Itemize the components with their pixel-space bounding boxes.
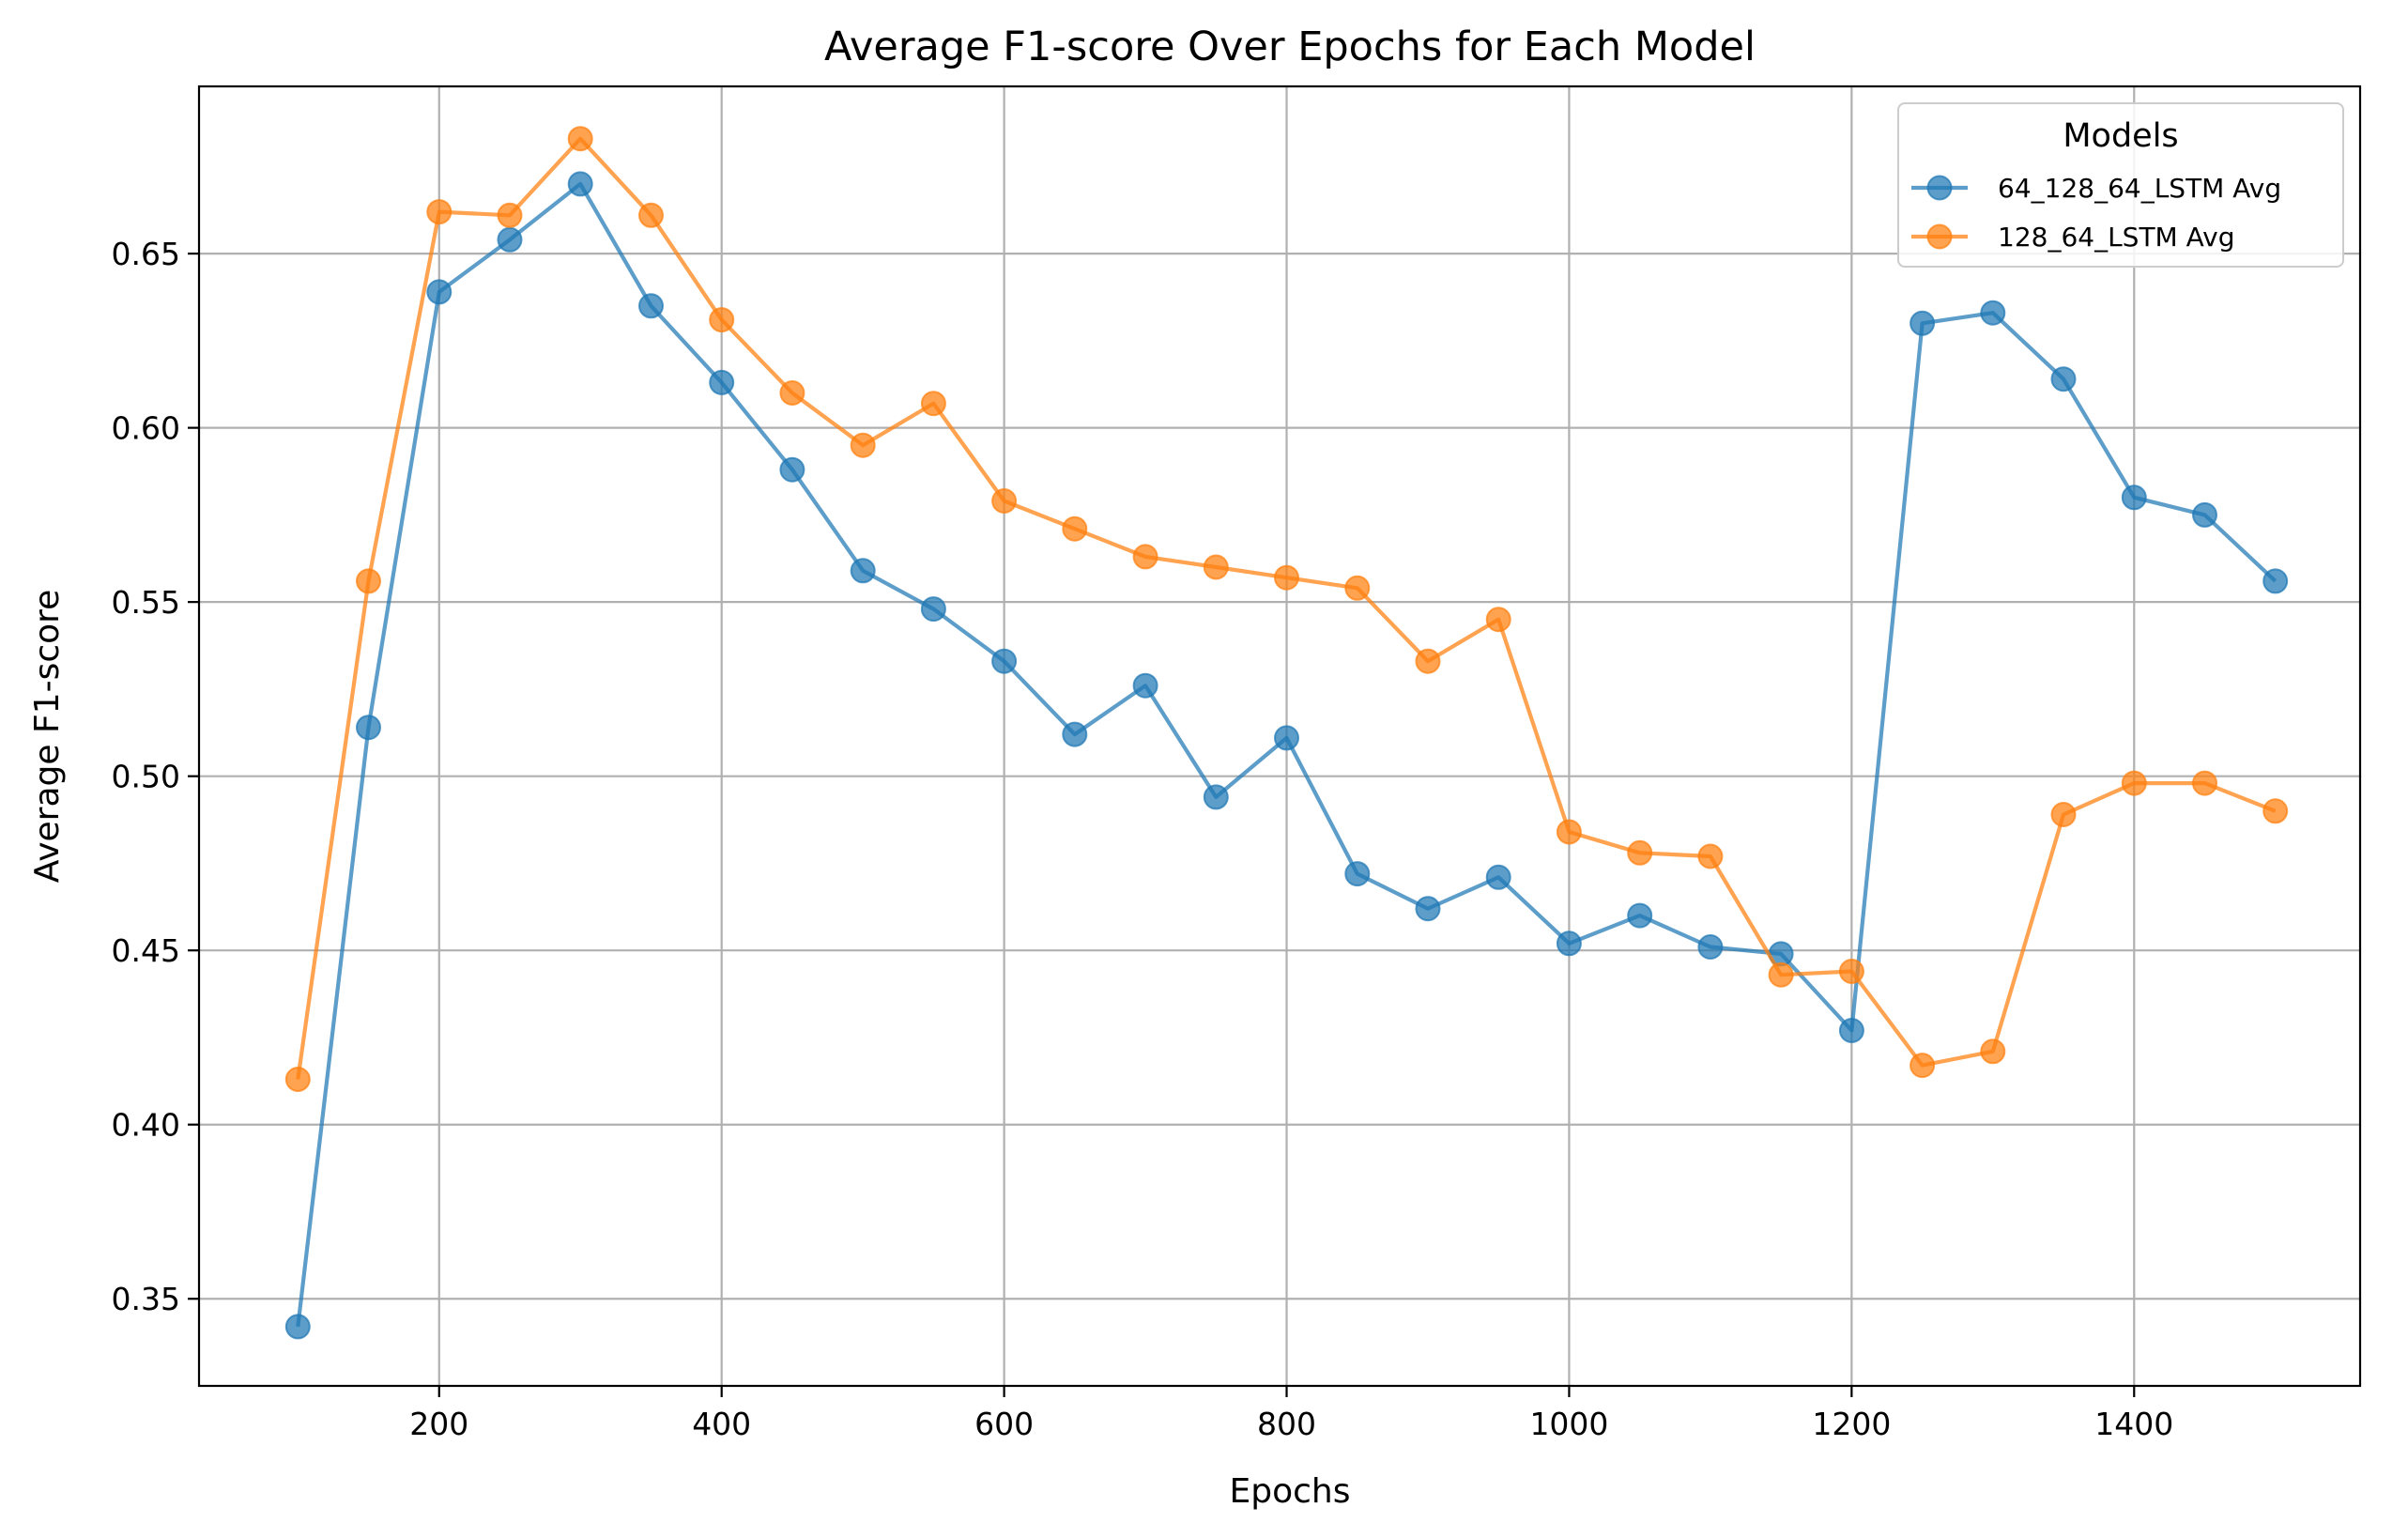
series-1: [284, 171, 2289, 1340]
data-point: [284, 1314, 311, 1340]
legend-item: 128_64_LSTM Avg: [1911, 222, 2234, 253]
data-point: [1838, 1018, 1864, 1043]
data-point: [284, 1067, 311, 1092]
x-tick-label: 1400: [2094, 1406, 2173, 1442]
x-tick-label: 600: [974, 1406, 1034, 1442]
data-point: [1062, 515, 1088, 542]
data-point: [1910, 1053, 1936, 1079]
data-point: [1627, 839, 1653, 866]
data-point: [2050, 802, 2077, 827]
data-point: [1344, 575, 1371, 601]
series-layer: [284, 126, 2289, 1340]
legend-box: [1897, 102, 2344, 268]
data-point: [638, 202, 664, 228]
data-point: [920, 596, 946, 623]
y-axis-label: Average F1-score: [28, 590, 67, 884]
data-point: [1415, 896, 1441, 922]
data-point: [850, 432, 876, 458]
data-point: [779, 380, 805, 406]
legend-title: Models: [2063, 117, 2178, 155]
legend: Models 64_128_64_LSTM Avg 128_64_LSTM Avg: [1897, 102, 2344, 268]
x-tick-label: 400: [692, 1406, 751, 1442]
data-point: [2050, 366, 2077, 392]
data-point: [567, 126, 593, 152]
data-point: [2121, 484, 2147, 511]
legend-marker: [1926, 175, 1953, 201]
data-point: [2192, 501, 2217, 528]
chart-title: Average F1-score Over Epochs for Each Mo…: [824, 23, 1756, 70]
data-point: [779, 456, 805, 483]
data-point: [1768, 961, 1794, 988]
data-point: [1910, 310, 1936, 336]
y-tick-label: 0.65: [112, 236, 180, 272]
y-tick-label: 0.45: [112, 932, 180, 969]
data-point: [1697, 934, 1724, 960]
y-tick-label: 0.55: [112, 584, 180, 621]
data-point: [1132, 672, 1158, 699]
data-point: [1485, 864, 1511, 890]
data-point: [1274, 564, 1299, 591]
data-point: [991, 648, 1018, 674]
data-point: [1980, 300, 2006, 326]
data-point: [426, 199, 452, 225]
data-point: [920, 391, 946, 417]
data-point: [991, 488, 1018, 514]
data-point: [497, 226, 523, 253]
x-tick-label: 1000: [1529, 1406, 1608, 1442]
data-point: [709, 369, 735, 395]
data-point: [1203, 554, 1229, 580]
legend-label: 64_128_64_LSTM Avg: [1998, 173, 2281, 204]
data-point: [426, 279, 452, 305]
legend-items: 64_128_64_LSTM Avg 128_64_LSTM Avg: [1911, 173, 2281, 253]
data-point: [1274, 725, 1299, 751]
plot-frame: [197, 85, 2362, 1388]
legend-label: 128_64_LSTM Avg: [1998, 222, 2234, 253]
y-tick-label: 0.35: [112, 1281, 180, 1317]
data-point: [1980, 1038, 2006, 1065]
data-point: [2192, 770, 2217, 796]
data-point: [2121, 770, 2147, 796]
legend-marker: [1926, 223, 1953, 250]
x-tick-label: 200: [409, 1406, 468, 1442]
series-2: [284, 126, 2289, 1092]
data-point: [1344, 861, 1371, 887]
x-tick-label: 800: [1257, 1406, 1316, 1442]
data-point: [1556, 930, 1582, 957]
data-point: [638, 293, 664, 319]
data-point: [1627, 902, 1653, 929]
data-point: [850, 558, 876, 584]
y-axis: 0.35 0.40 0.45 0.50 0.55 0.60 0.65: [112, 236, 199, 1317]
data-point: [356, 568, 381, 594]
data-point: [356, 715, 381, 741]
data-point: [1838, 959, 1864, 984]
data-point: [1203, 784, 1229, 810]
x-tick-label: 1200: [1812, 1406, 1891, 1442]
data-point: [2262, 798, 2289, 824]
data-point: [1556, 819, 1582, 845]
data-point: [1415, 648, 1441, 674]
grid-lines: [199, 86, 2360, 1386]
legend-item: 64_128_64_LSTM Avg: [1911, 173, 2281, 204]
x-axis: 200 400 600 800 1000 1200 1400: [409, 1386, 2173, 1442]
y-tick-label: 0.60: [112, 410, 180, 447]
data-point: [1062, 721, 1088, 747]
y-tick-label: 0.40: [112, 1107, 180, 1144]
x-axis-label: Epochs: [1230, 1472, 1351, 1511]
data-point: [1697, 843, 1724, 869]
data-point: [1485, 607, 1511, 633]
y-tick-label: 0.50: [112, 759, 180, 795]
data-point: [497, 202, 523, 228]
data-point: [2262, 568, 2289, 594]
data-point: [1132, 544, 1158, 570]
data-point: [567, 171, 593, 197]
data-point: [709, 307, 735, 333]
